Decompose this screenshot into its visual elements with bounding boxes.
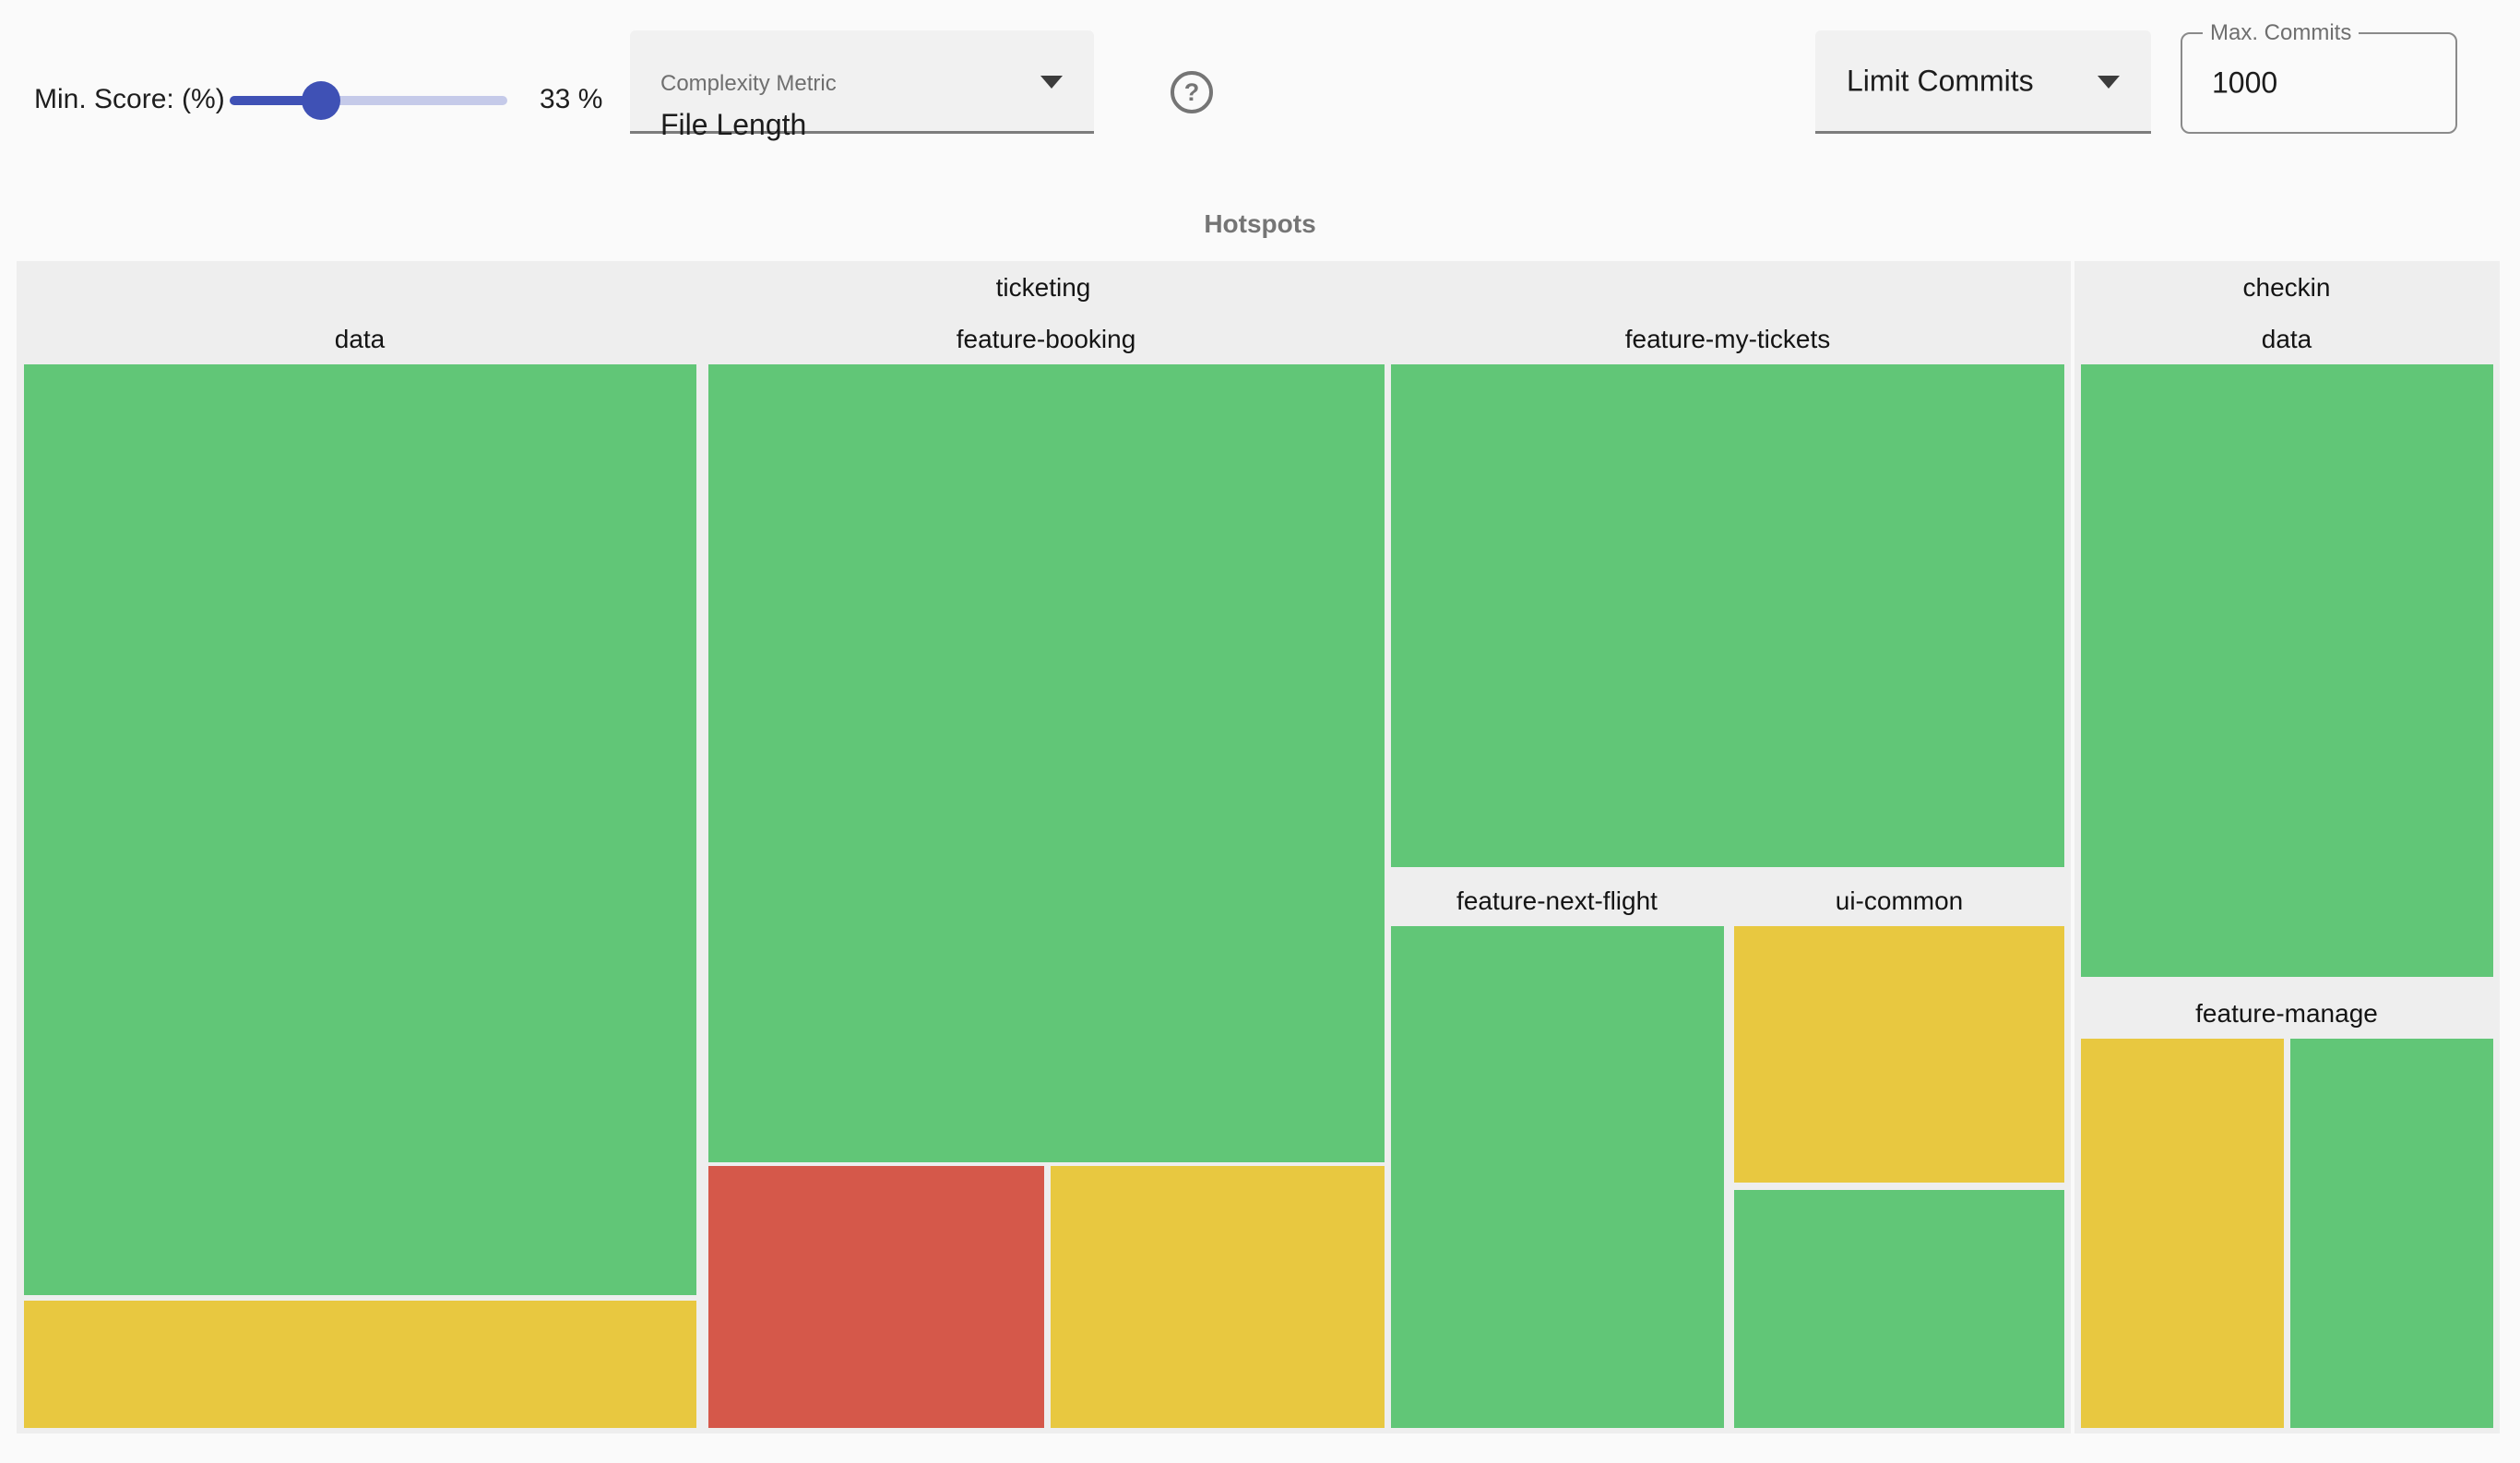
tile-ticketing-feature-next-flight[interactable] [1391,926,1724,1428]
tile-ticketing-feature-booking-red[interactable] [708,1166,1044,1428]
tile-checkin-feature-manage-green[interactable] [2290,1039,2493,1428]
page-title: Hotspots [1204,209,1316,238]
slider-fill [230,96,321,105]
tile-checkin-feature-manage-yellow[interactable] [2081,1039,2284,1428]
tile-ticketing-data-large[interactable] [24,364,696,1295]
tile-checkin-data-large[interactable] [2081,364,2493,977]
limit-commits-select[interactable]: Limit Commits [1815,30,2151,134]
treemap-label-data: data [334,325,386,353]
complexity-metric-label: Complexity Metric [660,71,837,96]
treemap-label-data: data [2261,325,2312,353]
tile-ticketing-ui-common-yellow[interactable] [1734,926,2064,1183]
tile-ticketing-data-small[interactable] [24,1301,696,1428]
min-score-slider[interactable] [230,77,507,124]
chevron-down-icon [1040,75,1063,89]
treemap-label-checkin: checkin [2242,273,2331,302]
treemap-label-feature-next-flight: feature-next-flight [1456,886,1658,915]
tile-ticketing-ui-common-green[interactable] [1734,1190,2064,1428]
limit-commits-value: Limit Commits [1847,64,2034,97]
help-icon[interactable]: ? [1171,71,1213,113]
complexity-metric-value: File Length [660,108,807,141]
max-commits-field[interactable]: Max. Commits 1000 [2181,20,2457,134]
slider-track[interactable] [230,96,507,105]
treemap-label-feature-manage: feature-manage [2195,999,2378,1028]
tile-ticketing-feature-booking-yellow[interactable] [1051,1166,1385,1428]
min-score-value: 33 % [540,84,603,114]
tile-ticketing-feature-booking-large[interactable] [708,364,1385,1162]
treemap-label-feature-booking: feature-booking [956,325,1136,353]
treemap-label-ticketing: ticketing [995,273,1091,302]
question-mark-glyph: ? [1183,77,1200,106]
treemap-label-feature-my-tickets: feature-my-tickets [1624,325,1831,353]
treemap-label-ui-common: ui-common [1835,886,1964,915]
max-commits-value: 1000 [2212,65,2278,100]
chevron-down-icon [2098,75,2120,89]
slider-thumb[interactable] [302,81,340,120]
tile-ticketing-feature-my-tickets-large[interactable] [1391,364,2064,867]
max-commits-label: Max. Commits [2203,20,2360,46]
complexity-metric-select[interactable]: Complexity Metric File Length [630,30,1094,141]
min-score-label: Min. Score: (%) [34,84,225,114]
